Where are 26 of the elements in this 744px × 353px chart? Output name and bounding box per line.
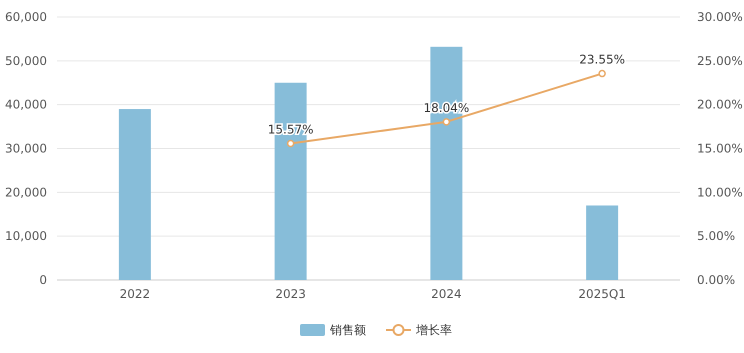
point <box>598 70 606 78</box>
y-tick-label: 10,000 <box>5 229 47 244</box>
x-tick-label: 2023 <box>275 287 306 301</box>
y2-tick-label: 20.00% <box>697 98 743 112</box>
y2-tick-label: 0.00% <box>697 273 736 287</box>
data-label: 23.55% <box>579 52 626 67</box>
point <box>286 140 294 148</box>
point <box>442 118 450 126</box>
y-tick-label: 40,000 <box>5 98 47 112</box>
y2-tick-label: 5.00% <box>697 229 736 244</box>
y-tick-label: 60,000 <box>5 10 47 24</box>
x-tick-label: 2024 <box>431 287 462 301</box>
legend-label: 销售额 <box>329 323 366 337</box>
y-tick-label: 20,000 <box>5 185 47 200</box>
x-tick-label: 2025Q1 <box>578 287 626 301</box>
y-tick-label: 50,000 <box>5 54 47 68</box>
bar <box>118 109 151 280</box>
y2-tick-label: 15.00% <box>697 142 743 156</box>
bar <box>586 205 618 280</box>
x-tick-label: 2022 <box>120 287 150 301</box>
y2-tick-label: 30.00% <box>697 10 743 24</box>
y2-tick-label: 25.00% <box>697 54 743 68</box>
y-tick-label: 30,000 <box>5 142 47 156</box>
legend-label: 增长率 <box>415 323 452 337</box>
y2-tick-label: 10.00% <box>697 185 743 200</box>
y-tick-label: 0 <box>39 273 47 287</box>
